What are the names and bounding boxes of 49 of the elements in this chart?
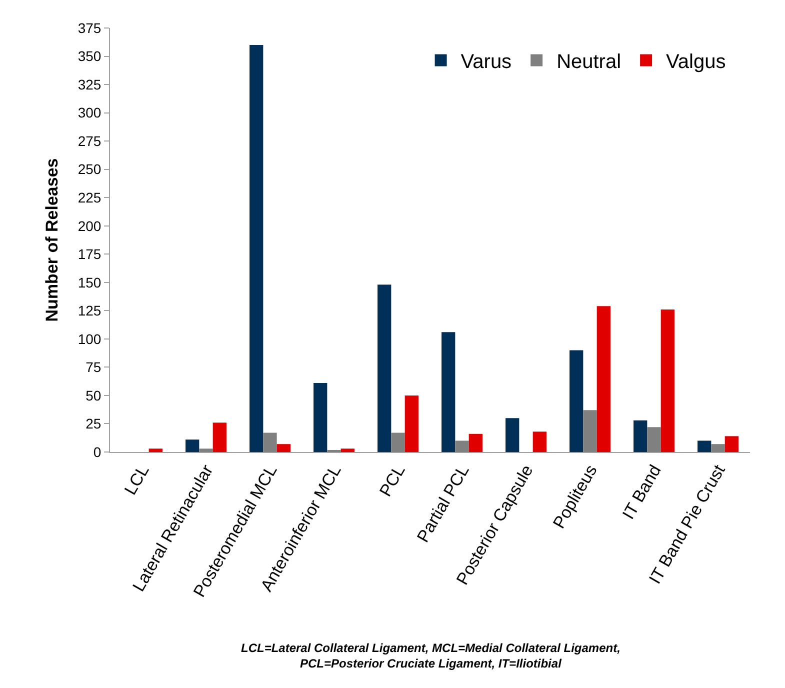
bar	[276, 444, 290, 452]
bar	[468, 434, 482, 452]
y-tick-label: 300	[78, 104, 102, 121]
bar	[724, 436, 738, 452]
legend-label: Neutral	[556, 51, 622, 74]
text: LCL=Lateral Collateral Ligament, MCL=Medial Collateral Ligament, PCL=Posterior Cruciate Ligament, IT=Iliotibial	[241, 641, 620, 671]
x-tick-label: PCL	[376, 462, 409, 500]
y-tick-label: 325	[78, 76, 102, 92]
bar	[506, 418, 520, 452]
y-tick-label: 250	[78, 161, 102, 178]
bar	[634, 420, 648, 452]
y-axis-title: Number of Releases	[42, 158, 62, 322]
bar	[391, 432, 405, 452]
y-tick-label: 200	[78, 218, 102, 234]
y-tick-label: 150	[78, 274, 102, 290]
bar	[711, 444, 725, 452]
bar	[199, 448, 213, 452]
bar	[698, 440, 712, 452]
bar	[570, 350, 584, 452]
y-tick-label: 175	[78, 246, 102, 262]
y-tick-label: 75	[86, 359, 102, 376]
bar	[212, 422, 226, 452]
y-tick-label: 0	[93, 444, 102, 460]
y-tick-label: 100	[78, 330, 102, 347]
y-tick-label: 25	[86, 416, 102, 432]
y-tick-label: 125	[78, 302, 102, 319]
y-tick-label: 375	[78, 20, 102, 36]
bar	[442, 332, 456, 452]
bar	[314, 383, 328, 452]
bar	[340, 448, 354, 452]
bar	[186, 440, 200, 452]
y-tick-label: 275	[78, 132, 102, 149]
bar	[455, 440, 469, 452]
bar	[250, 44, 264, 452]
bar	[596, 306, 610, 452]
y-tick-label: 50	[86, 387, 102, 404]
bar	[647, 427, 661, 452]
bar	[378, 284, 392, 452]
bar	[404, 395, 418, 452]
x-tick-label: LCL	[120, 462, 153, 498]
y-tick-label: 225	[78, 190, 102, 206]
bar	[660, 310, 674, 452]
bar	[263, 432, 277, 452]
bar	[148, 448, 162, 452]
legend-label: Valgus	[666, 51, 726, 74]
legend-label: Varus	[460, 51, 512, 74]
y-tick-label: 350	[78, 48, 102, 64]
bar	[532, 432, 546, 452]
bar	[583, 410, 597, 452]
